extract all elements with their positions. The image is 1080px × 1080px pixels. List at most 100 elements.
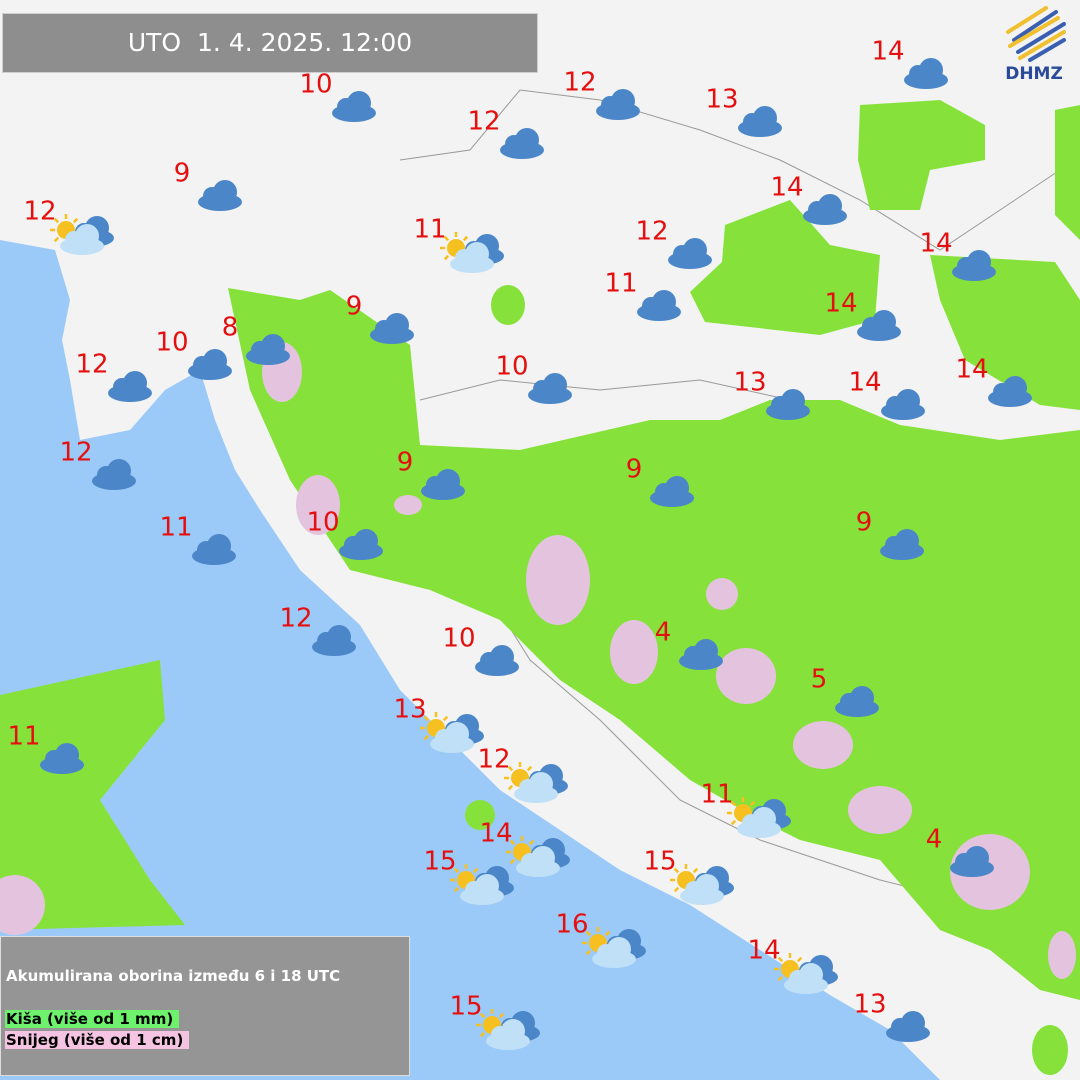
temperature-label: 5 bbox=[811, 665, 828, 695]
temperature-label: 12 bbox=[477, 745, 510, 775]
station[interactable]: 14 bbox=[479, 819, 570, 878]
cloud-shape bbox=[339, 529, 383, 560]
temperature-label: 15 bbox=[449, 992, 482, 1022]
station[interactable]: 12 bbox=[477, 745, 568, 804]
cloud-shape bbox=[421, 469, 465, 500]
cloud-shape bbox=[108, 371, 152, 402]
station[interactable]: 14 bbox=[955, 355, 1032, 408]
cloud-icon bbox=[950, 846, 994, 877]
station[interactable]: 13 bbox=[853, 990, 930, 1043]
station[interactable]: 10 bbox=[299, 70, 376, 123]
cloud-shape bbox=[312, 625, 356, 656]
legend-title: Akumulirana oborina između 6 i 18 UTC bbox=[6, 967, 341, 985]
station[interactable]: 10 bbox=[495, 352, 572, 405]
cloud-icon bbox=[92, 459, 136, 490]
cloud-shape bbox=[881, 389, 925, 420]
cloud-icon bbox=[738, 106, 782, 137]
cloud-icon bbox=[198, 180, 242, 211]
station[interactable]: 9 bbox=[856, 508, 924, 561]
station[interactable]: 12 bbox=[59, 438, 136, 491]
station[interactable]: 5 bbox=[811, 665, 879, 718]
station[interactable]: 11 bbox=[7, 722, 84, 775]
station[interactable]: 12 bbox=[23, 197, 114, 256]
station[interactable]: 10 bbox=[306, 508, 383, 561]
station[interactable]: 10 bbox=[155, 328, 232, 381]
temperature-label: 13 bbox=[853, 990, 886, 1020]
station[interactable]: 4 bbox=[926, 825, 994, 878]
station[interactable]: 12 bbox=[279, 604, 356, 657]
station[interactable]: 11 bbox=[413, 215, 504, 274]
cloud-shape bbox=[40, 743, 84, 774]
station[interactable]: 9 bbox=[626, 455, 694, 508]
station[interactable]: 14 bbox=[824, 289, 901, 342]
station[interactable]: 9 bbox=[346, 292, 414, 345]
station[interactable]: 9 bbox=[174, 159, 242, 212]
station[interactable]: 12 bbox=[563, 68, 640, 121]
cloud-shape bbox=[803, 194, 847, 225]
cloud-shape bbox=[904, 58, 948, 89]
legend-snow: Snijeg (više od 1 cm) bbox=[5, 1031, 190, 1049]
cloud-icon bbox=[500, 128, 544, 159]
cloud-shape bbox=[486, 1019, 530, 1050]
temperature-label: 13 bbox=[733, 368, 766, 398]
station[interactable]: 4 bbox=[655, 618, 723, 671]
station[interactable]: 11 bbox=[604, 269, 681, 322]
cloud-icon bbox=[339, 529, 383, 560]
station[interactable]: 15 bbox=[449, 992, 540, 1051]
temperature-label: 14 bbox=[919, 229, 952, 259]
cloud-shape bbox=[679, 639, 723, 670]
station[interactable]: 13 bbox=[705, 85, 782, 138]
station[interactable]: 15 bbox=[423, 847, 514, 906]
station[interactable]: 12 bbox=[635, 217, 712, 270]
station[interactable]: 9 bbox=[397, 448, 465, 501]
cloud-shape bbox=[835, 686, 879, 717]
station[interactable]: 13 bbox=[393, 695, 484, 754]
station[interactable]: 15 bbox=[643, 847, 734, 906]
temperature-label: 9 bbox=[856, 508, 873, 538]
temperature-label: 12 bbox=[563, 68, 596, 98]
legend-rain: Kiša (više od 1 mm) bbox=[5, 1010, 180, 1028]
station[interactable]: 14 bbox=[747, 936, 838, 995]
cloud-icon bbox=[192, 534, 236, 565]
temperature-label: 9 bbox=[346, 292, 363, 322]
temperature-label: 11 bbox=[7, 722, 40, 752]
station[interactable]: 11 bbox=[700, 780, 791, 839]
station[interactable]: 14 bbox=[848, 368, 925, 421]
station[interactable]: 14 bbox=[919, 229, 996, 282]
cloud-icon bbox=[650, 476, 694, 507]
station[interactable]: 14 bbox=[871, 37, 948, 90]
border-lines bbox=[79, 89, 1061, 921]
cloud-shape bbox=[886, 1011, 930, 1042]
cloud-shape bbox=[460, 874, 504, 905]
station[interactable]: 12 bbox=[467, 107, 544, 160]
cloud-icon bbox=[988, 376, 1032, 407]
cloud-icon bbox=[475, 645, 519, 676]
temperature-label: 10 bbox=[306, 508, 339, 538]
station[interactable]: 12 bbox=[75, 350, 152, 403]
temperature-label: 11 bbox=[159, 513, 192, 543]
cloud-shape bbox=[637, 290, 681, 321]
cloud-shape bbox=[528, 373, 572, 404]
temperature-label: 12 bbox=[59, 438, 92, 468]
station[interactable]: 14 bbox=[770, 173, 847, 226]
cloud-shape bbox=[668, 238, 712, 269]
cloud-icon bbox=[881, 389, 925, 420]
cloud-icon bbox=[904, 58, 948, 89]
temperature-label: 15 bbox=[423, 847, 456, 877]
cloud-shape bbox=[475, 645, 519, 676]
cloud-shape bbox=[650, 476, 694, 507]
cloud-shape bbox=[430, 722, 474, 753]
station[interactable]: 13 bbox=[733, 368, 810, 421]
temperature-label: 10 bbox=[495, 352, 528, 382]
temperature-label: 4 bbox=[926, 825, 943, 855]
station[interactable]: 10 bbox=[442, 624, 519, 677]
temperature-label: 10 bbox=[155, 328, 188, 358]
station[interactable]: 11 bbox=[159, 513, 236, 566]
dhmz-logo: DHMZ bbox=[998, 2, 1078, 86]
cloud-icon bbox=[40, 743, 84, 774]
temperature-label: 8 bbox=[222, 313, 239, 343]
station[interactable]: 16 bbox=[555, 910, 646, 969]
temperature-label: 14 bbox=[824, 289, 857, 319]
station[interactable]: 8 bbox=[222, 313, 290, 366]
